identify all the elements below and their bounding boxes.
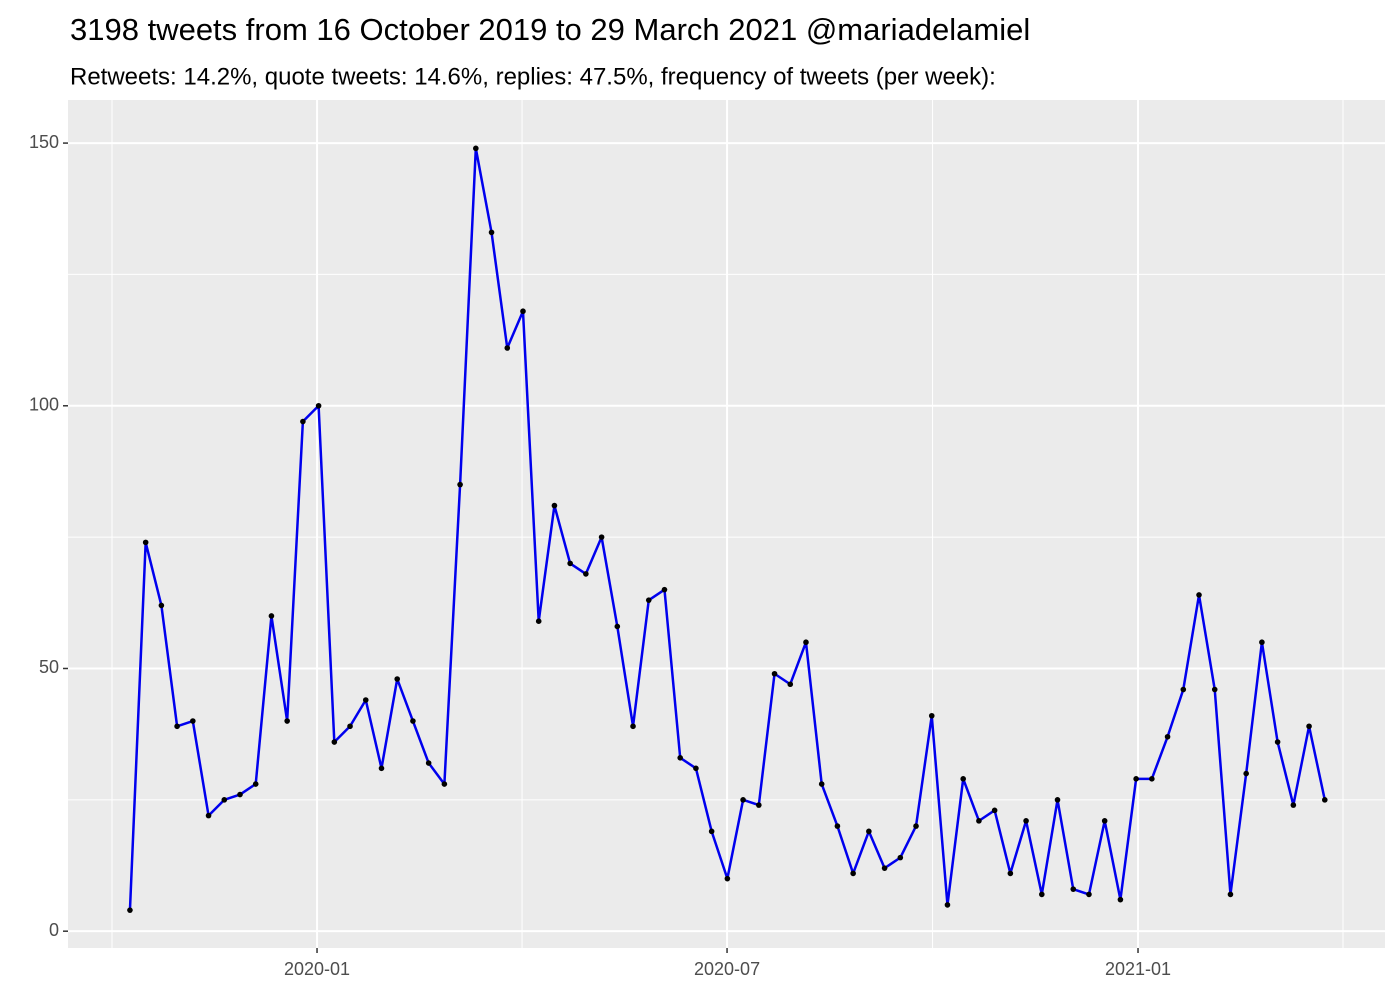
point <box>362 697 369 703</box>
point <box>567 560 573 567</box>
point <box>300 418 306 425</box>
y-tick-label: 150 <box>29 132 59 152</box>
point <box>1306 723 1312 730</box>
point <box>1038 891 1045 898</box>
point <box>1211 686 1218 693</box>
point <box>1117 896 1124 903</box>
point <box>1149 776 1155 782</box>
point <box>944 902 951 908</box>
point <box>425 760 432 766</box>
point <box>834 823 841 829</box>
point <box>535 618 542 624</box>
point <box>315 402 322 409</box>
point <box>787 681 794 688</box>
point <box>1070 886 1077 892</box>
point <box>1054 797 1061 803</box>
point <box>991 807 998 814</box>
point <box>756 802 762 808</box>
point <box>740 797 746 803</box>
point <box>504 345 511 351</box>
point <box>221 797 228 803</box>
point <box>1259 639 1265 646</box>
point <box>284 718 290 724</box>
point <box>850 870 856 877</box>
point <box>1133 776 1139 782</box>
point <box>928 712 935 719</box>
point <box>1007 870 1014 877</box>
point <box>1243 770 1249 777</box>
point <box>724 875 731 882</box>
point <box>677 755 683 761</box>
chart-subtitle: Retweets: 14.2%, quote tweets: 14.6%, re… <box>70 63 996 90</box>
point <box>645 597 652 603</box>
point <box>142 539 149 546</box>
point <box>708 828 715 835</box>
point <box>441 781 448 787</box>
point <box>897 854 904 861</box>
point <box>614 623 621 630</box>
point <box>1086 891 1092 898</box>
point <box>661 586 668 593</box>
point <box>598 534 605 540</box>
point <box>881 865 888 871</box>
point <box>174 723 180 730</box>
point <box>1101 818 1108 824</box>
point <box>473 145 479 152</box>
point <box>630 723 636 730</box>
point <box>520 308 526 315</box>
point <box>457 481 463 488</box>
point <box>1290 802 1297 808</box>
point <box>1321 797 1328 803</box>
x-tick-label: 2021-01 <box>1105 959 1171 979</box>
point <box>771 670 778 677</box>
point <box>268 613 275 619</box>
point <box>488 229 495 236</box>
point <box>394 676 401 682</box>
point <box>410 718 416 724</box>
point <box>347 723 353 730</box>
point <box>976 818 982 824</box>
point <box>1023 818 1029 824</box>
point <box>190 718 196 724</box>
point <box>252 781 259 787</box>
point <box>1164 733 1171 740</box>
point <box>803 639 809 646</box>
point <box>913 823 919 829</box>
point <box>1227 891 1234 898</box>
point <box>1180 686 1187 693</box>
point <box>866 828 872 835</box>
point <box>583 571 589 577</box>
point <box>693 765 699 772</box>
point <box>237 791 243 798</box>
chart-title: 3198 tweets from 16 October 2019 to 29 M… <box>70 12 1030 47</box>
point <box>1196 592 1202 598</box>
y-tick-label: 100 <box>29 395 59 415</box>
point <box>818 781 825 787</box>
x-tick-label: 2020-07 <box>694 959 760 979</box>
point <box>1274 739 1281 745</box>
point <box>378 765 385 772</box>
point <box>158 602 165 609</box>
point <box>551 502 558 509</box>
point <box>127 907 133 913</box>
point <box>331 739 338 745</box>
point <box>205 812 212 819</box>
x-tick-label: 2020-01 <box>284 959 350 979</box>
y-tick-label: 0 <box>49 920 59 940</box>
point <box>960 776 966 782</box>
y-tick-label: 50 <box>39 657 59 677</box>
